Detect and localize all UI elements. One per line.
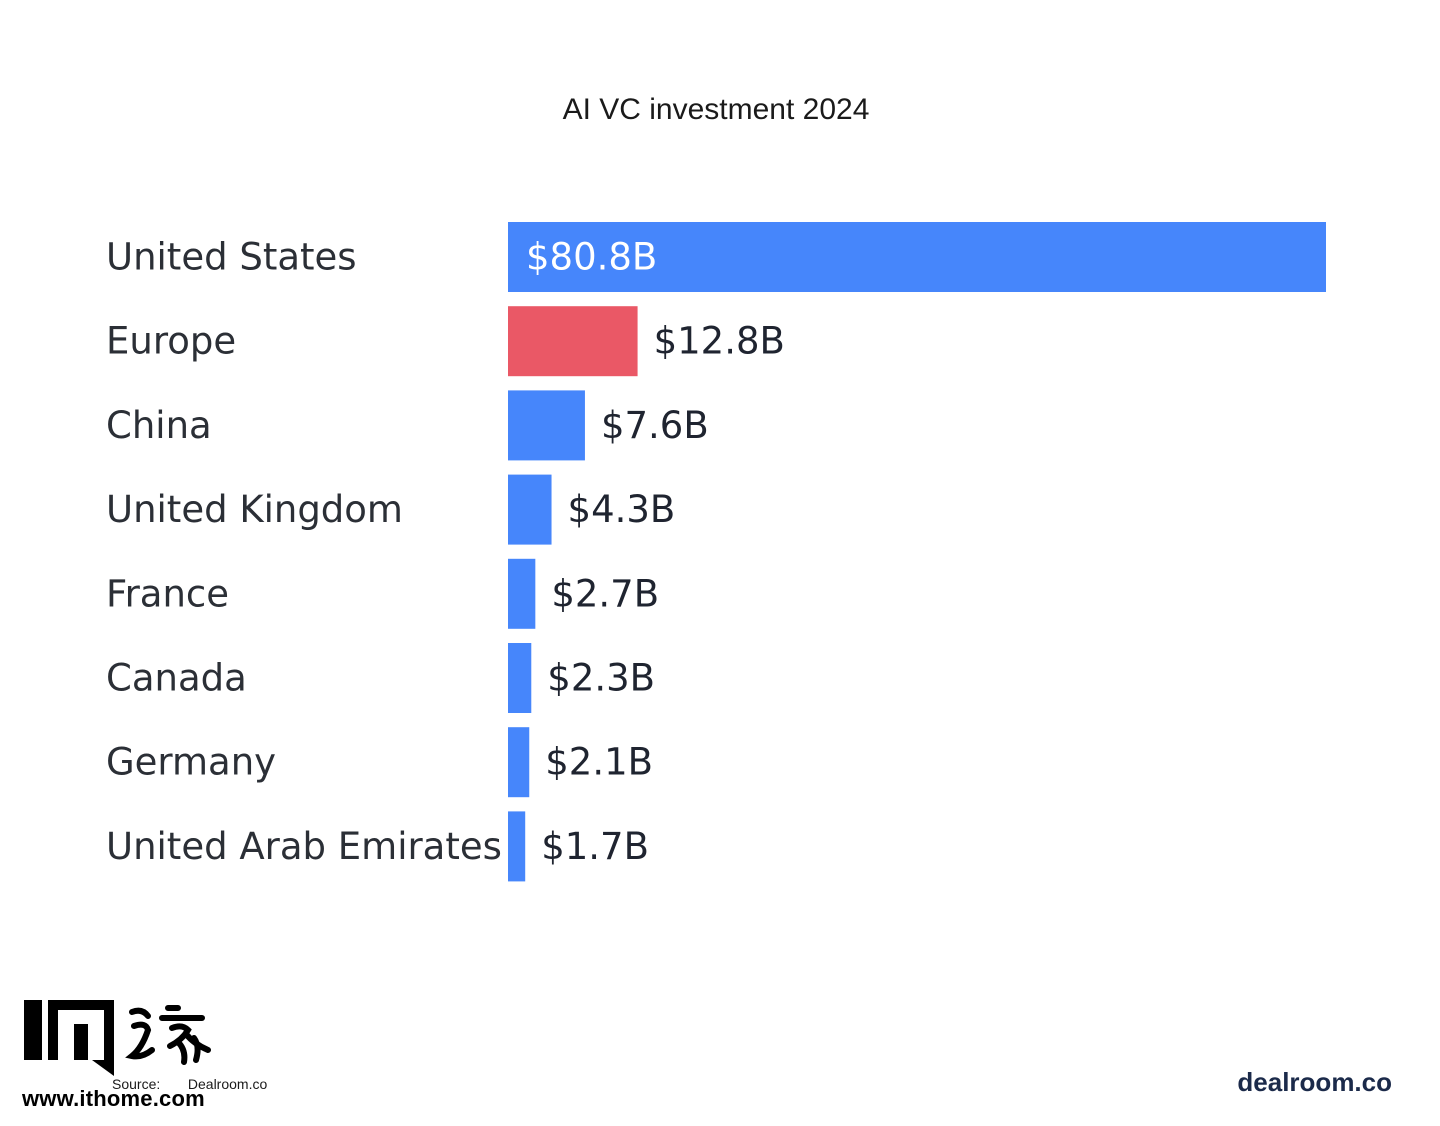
bar [508, 643, 532, 713]
ithome-logo [24, 1000, 211, 1076]
value-label: $7.6B [601, 404, 709, 447]
bar [508, 390, 585, 461]
category-label: Germany [106, 741, 276, 784]
value-label: $2.3B [547, 657, 655, 700]
category-label: China [106, 404, 212, 447]
value-label: $4.3B [568, 488, 676, 531]
category-label: France [106, 572, 229, 615]
bar [508, 727, 530, 798]
value-label: $2.1B [545, 741, 653, 784]
bar [508, 222, 1326, 292]
source-label: Source: [112, 1076, 161, 1092]
value-label: $12.8B [654, 320, 785, 363]
value-label: $2.7B [551, 572, 659, 615]
category-label: Canada [106, 657, 247, 700]
brand-logo-text: dealroom.co [1237, 1067, 1392, 1097]
source-note: Source: Dealroom.co [112, 1075, 267, 1093]
watermark-url: www.ithome.com [22, 1086, 205, 1111]
bar [508, 811, 526, 882]
bar [508, 558, 536, 629]
value-label: $80.8B [526, 236, 657, 279]
category-label: Europe [106, 320, 236, 363]
category-label: United Kingdom [106, 488, 403, 531]
bar [508, 306, 638, 377]
bar [508, 474, 552, 545]
category-label: United Arab Emirates [106, 825, 502, 868]
chart-title: AI VC investment 2024 [562, 93, 870, 126]
source-value: Dealroom.co [187, 1076, 268, 1092]
category-label: United States [106, 236, 357, 279]
value-label: $1.7B [541, 825, 649, 868]
